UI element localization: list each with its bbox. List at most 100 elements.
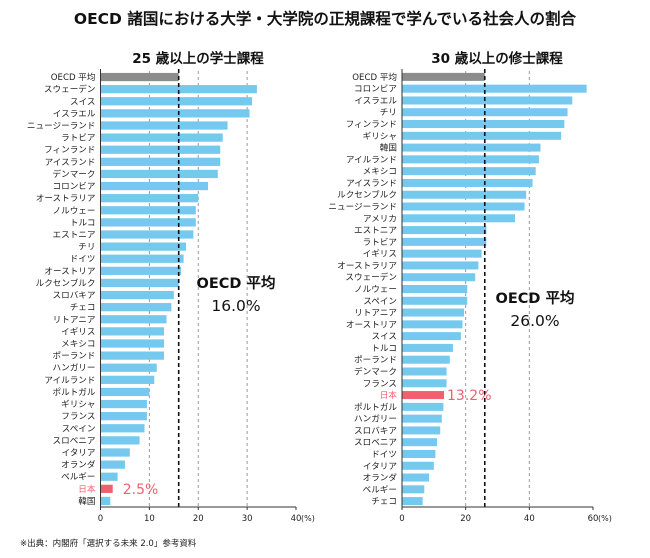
- category-label: スロベニア: [354, 438, 397, 448]
- category-label: ポルトガル: [53, 387, 96, 398]
- bar: [100, 460, 125, 469]
- bar: [100, 218, 196, 227]
- bar: [402, 261, 479, 270]
- bar: [100, 109, 250, 118]
- bar: [100, 145, 221, 154]
- tick-label: 0: [98, 514, 103, 524]
- bar: [402, 96, 573, 105]
- category-label: ノルウェー: [354, 284, 397, 295]
- tick-label: 30: [242, 514, 253, 524]
- panel-title: 25 歳以上の学士課程: [132, 50, 264, 67]
- highlight-value-label: 2.5%: [123, 482, 159, 498]
- unit-label: (%): [598, 514, 612, 523]
- bar: [100, 85, 257, 94]
- category-label: ポーランド: [53, 351, 96, 362]
- tick-label: 20: [193, 514, 204, 524]
- category-label: デンマーク: [53, 168, 96, 180]
- bar: [402, 391, 445, 400]
- category-label: オランダ: [61, 459, 96, 471]
- bar: [402, 461, 434, 470]
- bar: [100, 194, 199, 203]
- category-label: オーストリア: [346, 319, 397, 330]
- bar: [402, 367, 447, 376]
- bar: [402, 296, 468, 305]
- bar: [402, 485, 425, 494]
- category-label: ギリシャ: [61, 399, 95, 410]
- bar: [100, 315, 167, 324]
- bar: [100, 206, 196, 215]
- category-label: コロンビア: [53, 181, 96, 192]
- bar: [402, 202, 525, 211]
- category-label: アイスランド: [45, 157, 96, 168]
- tick-label: 10: [144, 514, 155, 524]
- category-label: メキシコ: [363, 167, 397, 177]
- category-label: スロバキア: [53, 290, 96, 301]
- bar: [402, 308, 465, 317]
- panel-title: 30 歳以上の修士課程: [431, 50, 563, 67]
- category-label: オランダ: [363, 472, 398, 484]
- category-label: フランス: [363, 378, 397, 389]
- average-annotation-label: OECD 平均: [197, 274, 276, 292]
- average-annotation-value: 16.0%: [211, 297, 260, 315]
- bar: [402, 449, 436, 458]
- bar: [402, 214, 516, 223]
- bar: [100, 303, 172, 312]
- bar: [100, 436, 140, 445]
- category-label: フィンランド: [44, 145, 95, 156]
- tick-label: 40: [524, 514, 535, 524]
- bar: [100, 496, 111, 506]
- bar: [402, 473, 430, 482]
- bar: [100, 399, 147, 409]
- category-label: オーストリア: [44, 266, 95, 277]
- category-label: 日本: [78, 483, 96, 495]
- bar: [100, 484, 113, 493]
- bar: [100, 242, 187, 251]
- tick-label: 0: [399, 514, 404, 524]
- category-label: ノルウェー: [53, 205, 96, 216]
- bar: [402, 273, 476, 282]
- category-label: エストニア: [53, 231, 96, 241]
- category-label: ルクセンブルク: [337, 189, 397, 201]
- category-label: ベルギー: [61, 472, 95, 483]
- category-label: フランス: [61, 411, 95, 422]
- bar: [100, 133, 223, 142]
- bar: [100, 448, 130, 457]
- bar: [402, 178, 533, 187]
- category-label: スロベニア: [53, 436, 96, 446]
- bar: [100, 230, 194, 239]
- category-label: イスラエル: [53, 108, 96, 119]
- bar: [100, 290, 174, 300]
- category-label: トルコ: [70, 218, 96, 228]
- bar: [100, 121, 228, 130]
- figure-title: OECD 諸国における大学・大学院の正規課程で学んでいる社会人の割合: [74, 9, 577, 28]
- category-label: アイスランド: [346, 178, 397, 189]
- bar: [100, 278, 179, 288]
- bar: [402, 237, 487, 246]
- bar: [402, 226, 487, 235]
- category-label: 日本: [380, 389, 398, 401]
- category-label: スペイン: [363, 297, 397, 307]
- category-label: ラトビア: [363, 237, 397, 248]
- category-label: ハンガリー: [53, 363, 96, 374]
- category-label: OECD 平均: [51, 71, 96, 83]
- bar: [402, 355, 450, 364]
- bar: [402, 402, 444, 411]
- bar: [100, 327, 165, 336]
- bar: [402, 426, 441, 435]
- bar: [100, 412, 147, 421]
- category-label: スイス: [371, 332, 397, 342]
- category-label: イタリア: [61, 448, 95, 459]
- category-label: イスラエル: [354, 95, 397, 106]
- highlight-value-label: 13.2%: [447, 388, 491, 404]
- category-label: イギリス: [61, 326, 95, 337]
- bar: [402, 332, 461, 341]
- average-annotation-value: 26.0%: [510, 312, 559, 330]
- tick-label: 20: [460, 514, 471, 524]
- category-label: ドイツ: [371, 450, 397, 460]
- category-label: チェコ: [70, 302, 96, 313]
- category-label: OECD 平均: [352, 71, 397, 83]
- bar: [402, 497, 423, 506]
- bar: [100, 181, 209, 191]
- category-label: リトアニア: [53, 315, 96, 325]
- category-label: オーストラリア: [36, 193, 96, 204]
